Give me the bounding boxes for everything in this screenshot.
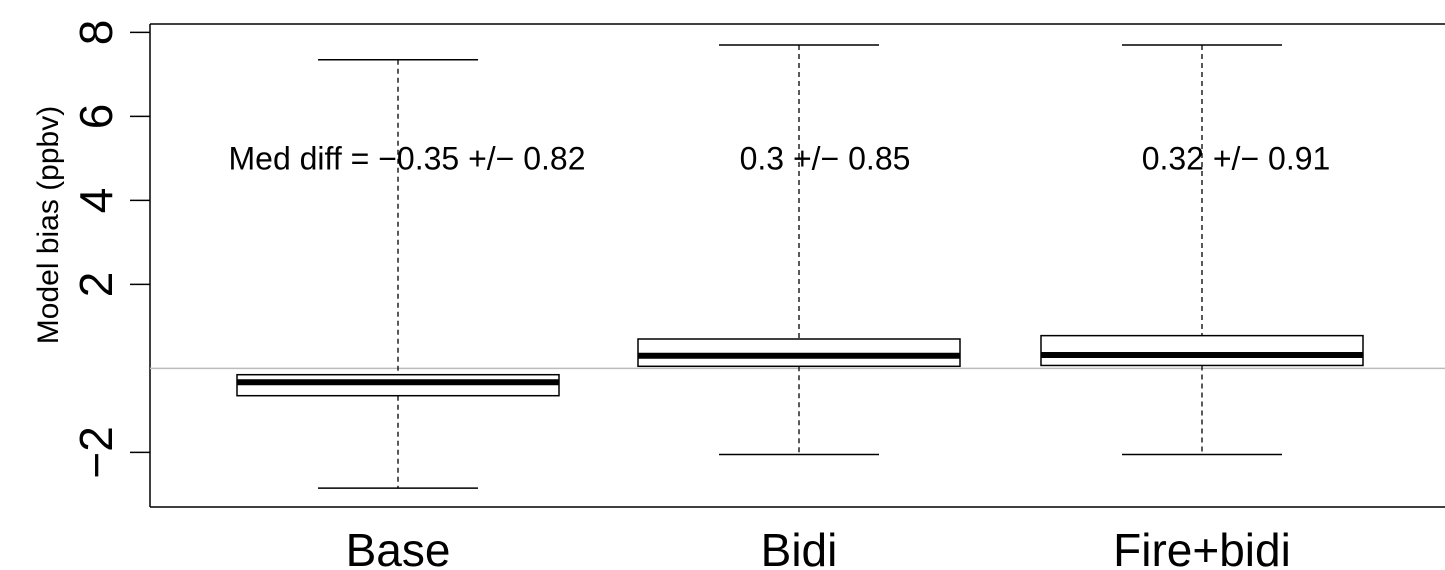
y-tick-label: −2	[70, 426, 122, 478]
axes: −2 2 4 6 8	[70, 20, 1445, 508]
box-group	[637, 44, 961, 456]
x-category-label: Fire+bidi	[1113, 524, 1291, 570]
x-category-label: Base	[346, 524, 451, 570]
y-axis-label: Model bias (ppbv)	[32, 106, 65, 344]
x-category-label: Bidi	[761, 524, 838, 570]
box-group	[236, 58, 560, 489]
boxes-layer	[236, 44, 1364, 489]
median-diff-annotation: Med diff = −0.35 +/− 0.82	[228, 140, 585, 176]
median-diff-annotation: 0.3 +/− 0.85	[740, 140, 911, 176]
y-tick-label: 2	[70, 272, 122, 298]
y-tick-label: 8	[70, 20, 122, 46]
box-group	[1040, 44, 1364, 456]
y-tick-label: 6	[70, 104, 122, 130]
median-diff-annotation: 0.32 +/− 0.91	[1142, 140, 1331, 176]
box-iqr	[637, 338, 961, 368]
box-iqr	[1040, 334, 1364, 367]
labels-layer: Base Bidi Fire+bidi Med diff = −0.35 +/− 0.…	[228, 140, 1330, 570]
y-tick-label: 4	[70, 188, 122, 214]
